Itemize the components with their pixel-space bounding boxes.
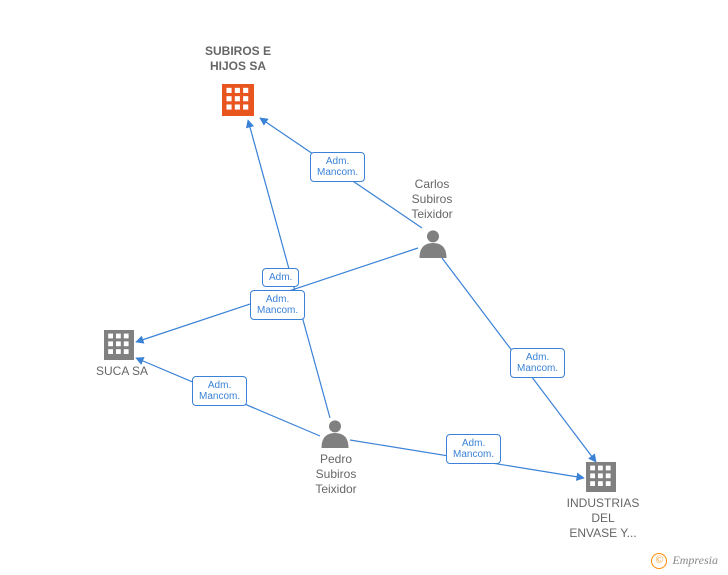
edge-label-carlos-suca: Adm.: [262, 268, 299, 287]
footer-credit: © Empresia: [651, 553, 718, 569]
copyright-icon: ©: [651, 553, 667, 569]
node-label-suca: SUCA SA: [92, 364, 152, 379]
node-label-pedro: Pedro Subiros Teixidor: [308, 452, 364, 497]
edge-label-pedro-suca: Adm. Mancom.: [192, 376, 247, 406]
footer-text: Empresia: [672, 553, 718, 567]
node-label-carlos: Carlos Subiros Teixidor: [404, 177, 460, 222]
building-icon: [586, 462, 616, 492]
building-icon: [222, 84, 254, 116]
diagram-canvas: [0, 0, 728, 575]
building-icon: [104, 330, 134, 360]
person-icon: [420, 230, 447, 258]
node-label-subiros-hijos: SUBIROS E HIJOS SA: [196, 44, 280, 74]
edge-label-carlos-subiros-hijos: Adm. Mancom.: [310, 152, 365, 182]
person-icon: [322, 420, 349, 448]
edge-label-carlos-industrias: Adm. Mancom.: [510, 348, 565, 378]
edge-label-pedro-industrias: Adm. Mancom.: [446, 434, 501, 464]
node-label-industrias: INDUSTRIAS DEL ENVASE Y...: [562, 496, 644, 541]
edge-label-pedro-subiros-hijos: Adm. Mancom.: [250, 290, 305, 320]
